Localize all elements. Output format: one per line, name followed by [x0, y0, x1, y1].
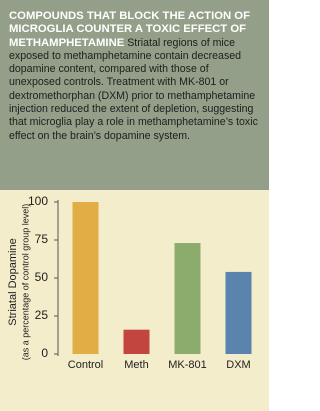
chart-background — [0, 190, 269, 411]
y-axis-label: Striatal Dopamine — [7, 238, 19, 325]
y-tick-label: 0 — [41, 346, 48, 360]
bar — [123, 329, 150, 354]
bar — [72, 202, 99, 354]
caption-title: COMPOUNDS THAT BLOCK THE ACTION OF MICRO… — [9, 10, 250, 49]
x-tick-label: Control — [68, 359, 103, 371]
page: COMPOUNDS THAT BLOCK THE ACTION OF MICRO… — [0, 0, 269, 411]
y-tick-label: 75 — [35, 232, 49, 246]
x-tick-label: MK-801 — [168, 359, 207, 371]
x-tick-label: Meth — [124, 359, 148, 371]
y-axis-sublabel: (as a percentage of control group level) — [20, 204, 30, 361]
caption-text: Striatal regions of mice exposed to meth… — [9, 36, 258, 142]
y-tick-label: 25 — [35, 308, 49, 322]
bar — [225, 271, 252, 354]
bar — [174, 243, 201, 354]
y-tick-label: 50 — [35, 270, 49, 284]
y-tick-label: 100 — [28, 194, 48, 208]
x-tick-label: DXM — [226, 359, 250, 371]
chart: Striatal Dopamine (as a percentage of co… — [0, 190, 269, 411]
caption: COMPOUNDS THAT BLOCK THE ACTION OF MICRO… — [0, 0, 269, 190]
